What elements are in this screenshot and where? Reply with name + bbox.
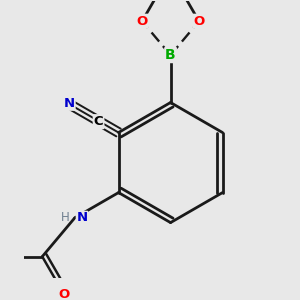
Text: O: O — [194, 15, 205, 28]
Text: H: H — [61, 212, 70, 224]
Text: N: N — [76, 212, 88, 224]
Text: B: B — [165, 48, 176, 62]
Text: N: N — [64, 97, 75, 110]
Text: O: O — [136, 15, 148, 28]
Text: C: C — [94, 115, 104, 128]
Text: O: O — [59, 288, 70, 300]
